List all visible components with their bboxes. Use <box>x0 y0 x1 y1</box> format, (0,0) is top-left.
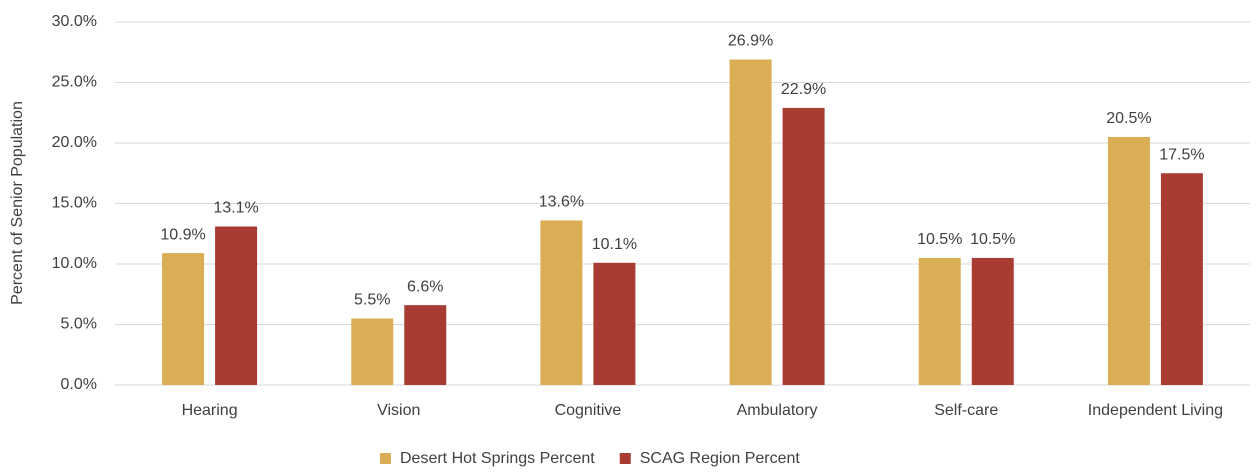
legend-label: Desert Hot Springs Percent <box>400 450 595 467</box>
y-tick-label: 0.0% <box>61 376 97 393</box>
data-label: 26.9% <box>728 33 773 50</box>
bar <box>162 253 205 385</box>
bar <box>1160 173 1203 385</box>
bar <box>540 220 583 385</box>
data-label: 13.1% <box>213 200 258 217</box>
data-label: 6.6% <box>407 278 443 295</box>
legend-label: SCAG Region Percent <box>640 450 801 467</box>
bar <box>1107 136 1150 385</box>
y-tick-label: 15.0% <box>52 195 97 212</box>
legend-swatch <box>619 453 631 464</box>
bar <box>729 59 772 385</box>
bar <box>351 318 394 385</box>
data-label: 22.9% <box>781 81 826 98</box>
y-tick-label: 5.0% <box>61 316 97 333</box>
data-label: 5.5% <box>354 292 390 309</box>
data-label: 10.9% <box>160 226 205 243</box>
x-tick-label: Cognitive <box>555 402 622 419</box>
y-tick-label: 25.0% <box>52 74 97 91</box>
data-label: 20.5% <box>1106 110 1151 127</box>
bar <box>918 257 961 385</box>
data-label: 10.1% <box>592 236 637 253</box>
x-tick-label: Self-care <box>934 402 998 419</box>
bar <box>971 257 1014 385</box>
y-axis-label: Percent of Senior Population <box>9 101 26 305</box>
bar <box>593 262 636 385</box>
y-tick-label: 10.0% <box>52 255 97 272</box>
y-tick-label: 20.0% <box>52 134 97 151</box>
x-tick-label: Independent Living <box>1088 402 1223 419</box>
bar <box>215 226 258 385</box>
legend-swatch <box>380 453 391 464</box>
bar <box>404 305 447 385</box>
x-tick-label: Hearing <box>182 402 238 419</box>
bar <box>782 107 825 385</box>
x-tick-label: Ambulatory <box>737 402 818 419</box>
data-label: 13.6% <box>539 194 584 211</box>
data-label: 17.5% <box>1159 146 1204 163</box>
data-label: 10.5% <box>917 231 962 248</box>
data-label: 10.5% <box>970 231 1015 248</box>
x-tick-label: Vision <box>377 402 420 419</box>
y-tick-label: 30.0% <box>52 13 97 30</box>
